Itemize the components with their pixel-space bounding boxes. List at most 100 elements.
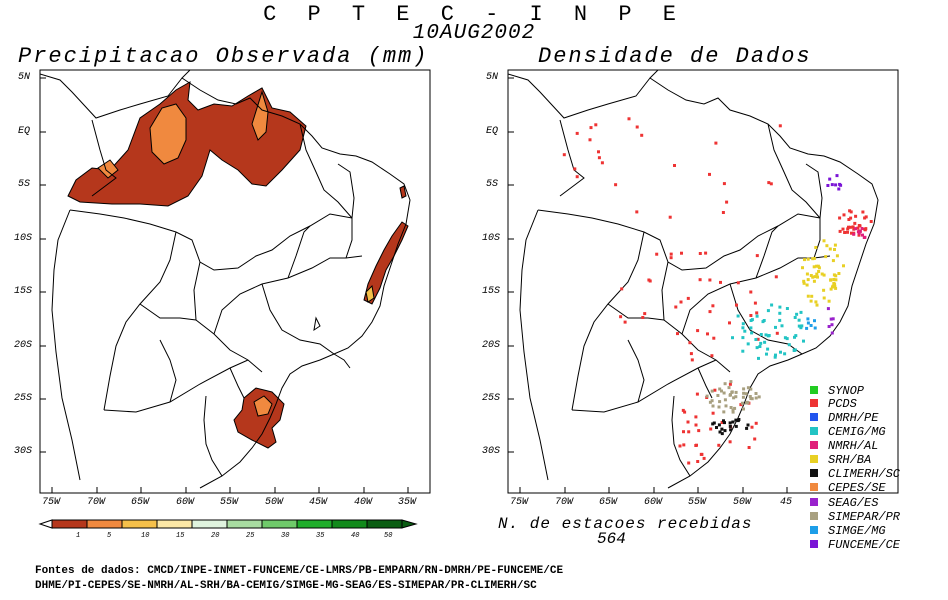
station-dot: [755, 254, 759, 258]
station-dot: [801, 266, 804, 270]
station-dot: [825, 244, 829, 248]
station-dot: [690, 358, 694, 362]
station-dot: [806, 257, 810, 261]
station-dot: [731, 420, 735, 424]
station-dot: [757, 356, 760, 360]
station-dot: [740, 401, 744, 405]
station-dot: [702, 456, 706, 460]
station-dot: [769, 182, 773, 186]
station-dot: [743, 329, 747, 333]
station-dot: [597, 156, 601, 160]
left-lon-label: 55W: [220, 497, 239, 508]
station-dot: [826, 184, 830, 187]
station-dot: [765, 352, 768, 356]
legend-swatch: [810, 386, 818, 394]
station-dot: [734, 424, 738, 428]
station-dot: [686, 420, 690, 424]
station-dot: [834, 286, 838, 290]
right-lon-label: 50W: [733, 497, 752, 508]
station-dot: [710, 389, 714, 393]
station-dot: [805, 272, 809, 276]
precip-north-region: [67, 81, 307, 207]
station-dot: [759, 333, 763, 336]
station-dot: [712, 421, 716, 425]
colorbar-segment: [156, 519, 193, 529]
station-dot: [722, 419, 725, 423]
station-dot: [869, 220, 873, 223]
station-dot: [793, 335, 796, 339]
station-dot: [835, 174, 839, 178]
sources-line-1: Fontes de dados: CMCD/INPE-INMET-FUNCEME…: [35, 565, 564, 577]
station-dot: [736, 281, 740, 285]
station-dot: [573, 167, 577, 171]
station-dot: [712, 336, 716, 340]
right-lon-label: 70W: [555, 497, 574, 508]
colorbar-tick: 25: [246, 532, 255, 540]
station-count-label: N. de estacoes recebidas: [498, 515, 753, 533]
station-dot: [831, 317, 835, 321]
station-dot: [779, 350, 782, 354]
station-dot: [780, 324, 784, 328]
station-dot: [828, 177, 832, 181]
left-lat-label: 20S: [14, 340, 33, 351]
station-dot: [755, 346, 759, 350]
legend-swatch: [810, 427, 818, 435]
colorbar-segment: [191, 519, 228, 529]
station-dot: [822, 239, 826, 243]
station-dot: [829, 317, 833, 321]
station-dot: [822, 296, 826, 300]
station-dot: [815, 272, 819, 276]
station-dot: [806, 294, 810, 298]
left-lon-label: 45W: [309, 497, 328, 508]
station-dot: [813, 275, 817, 279]
station-dot: [862, 236, 866, 239]
station-dot: [812, 256, 816, 260]
station-dot: [802, 281, 806, 285]
south-america-coast-left: [40, 73, 411, 489]
left-lon-label: 70W: [87, 497, 106, 508]
station-dot: [758, 345, 762, 348]
colorbar-tick: 15: [176, 532, 185, 540]
precip-south-light: [253, 395, 273, 417]
station-dot: [842, 213, 846, 217]
precip-east-light: [365, 284, 375, 303]
station-dot: [822, 273, 826, 277]
colorbar-segment: [296, 519, 333, 529]
station-dot: [681, 408, 685, 412]
station-dot: [718, 387, 722, 391]
station-dot: [833, 248, 836, 251]
station-dot: [588, 138, 592, 142]
right-lat-label: 5S: [486, 179, 499, 190]
station-dot: [714, 141, 718, 145]
station-dot: [750, 318, 754, 322]
station-dot: [729, 406, 733, 409]
legend-swatch: [810, 413, 818, 421]
station-dot: [725, 200, 729, 204]
station-dot: [741, 336, 745, 340]
station-dot: [778, 305, 782, 309]
station-dot: [718, 430, 722, 434]
station-dot: [774, 353, 777, 357]
station-dot: [688, 341, 692, 345]
header-title: C P T E C - I N P E: [263, 2, 685, 27]
colorbar-tick: 30: [281, 532, 290, 540]
station-dot: [727, 386, 731, 390]
station-dot: [833, 285, 837, 289]
station-dot: [848, 209, 852, 213]
station-dot: [614, 183, 618, 187]
station-dot: [713, 388, 717, 392]
station-dot: [746, 401, 750, 405]
station-dot: [687, 430, 691, 434]
station-dot: [806, 321, 810, 325]
right-lat-label: 25S: [482, 393, 501, 404]
station-dot: [775, 331, 779, 335]
station-dot: [833, 243, 837, 247]
right-lat-label: 15S: [482, 286, 501, 297]
station-dot: [627, 117, 631, 121]
legend-swatch: [810, 512, 818, 520]
station-dot: [679, 300, 683, 304]
station-dot: [838, 182, 842, 186]
station-dot: [846, 227, 850, 231]
station-dot: [766, 347, 770, 351]
station-dot: [717, 405, 721, 409]
